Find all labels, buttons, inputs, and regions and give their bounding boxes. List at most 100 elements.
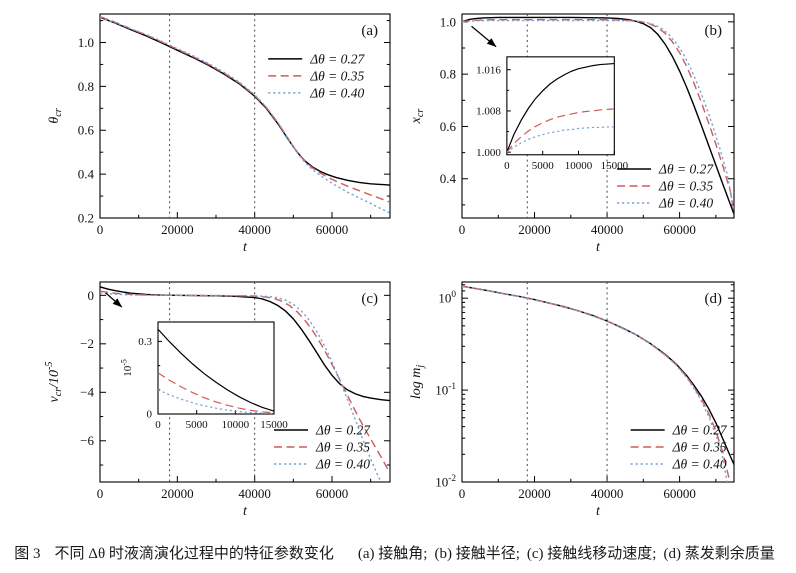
legend-label: Δθ = 0.27 <box>672 423 728 438</box>
y-tick-label: 0.8 <box>78 79 94 94</box>
inset-b: 0 5000 10000 15000 1.000 1.008 1.016 <box>476 56 629 172</box>
legend-label: Δθ = 0.40 <box>309 85 364 100</box>
caption-title: 不同 Δθ 时液滴演化过程中的特征参数变化 <box>54 546 334 562</box>
x-tick-label: 10000 <box>222 419 250 431</box>
x-axis-label: t <box>243 240 248 255</box>
y-tick-label: 0 <box>88 288 95 303</box>
y-tick-label: 1.000 <box>476 147 501 159</box>
inset-series-c-1 <box>158 372 274 414</box>
plot-frame <box>157 321 275 415</box>
y-tick-label: 10-1 <box>435 382 456 397</box>
x-tick-label: 10000 <box>565 160 593 172</box>
y-tick-label: 1.0 <box>440 14 456 29</box>
panels-grid: 0 20000 40000 60000 0.2 0.4 0.6 0.8 1.0 θcr t Δθ = … <box>44 13 735 519</box>
x-tick-label: 40000 <box>238 486 271 501</box>
axes-d: 0 20000 40000 60000 100 10-1 10-2 <box>435 281 735 501</box>
x-tick-label: 20000 <box>161 486 194 501</box>
caption-item-c: (c) 接触线移动速度; <box>526 546 657 562</box>
series-a-2 <box>100 17 390 214</box>
axes-a: 0 20000 40000 60000 0.2 0.4 0.6 0.8 1.0 <box>78 13 391 237</box>
inset-pointer-arrow <box>105 292 123 308</box>
x-tick-label: 20000 <box>161 222 194 237</box>
x-tick-label: 15000 <box>601 160 629 172</box>
x-tick-label: 60000 <box>316 486 349 501</box>
ref-lines-a <box>169 14 256 218</box>
x-tick-label: 20000 <box>518 486 551 501</box>
x-tick-label: 40000 <box>591 486 624 501</box>
legend-label: Δθ = 0.40 <box>658 196 713 211</box>
inset-series-c-2 <box>158 389 274 414</box>
x-tick-label: 15000 <box>260 419 288 431</box>
legend-label: Δθ = 0.35 <box>315 440 370 455</box>
y-axis-label: log mj <box>409 365 426 400</box>
figure-caption: 图 3 不同 Δθ 时液滴演化过程中的特征参数变化 (a) 接触角; (b) 接… <box>0 532 796 573</box>
x-tick-label: 0 <box>155 419 161 431</box>
x-axis-label: t <box>243 504 248 519</box>
y-tick-label: 0.2 <box>78 210 94 225</box>
legend-label: Δθ = 0.27 <box>658 162 714 177</box>
legend-d: Δθ = 0.27 Δθ = 0.35 Δθ = 0.40 <box>630 423 728 472</box>
plot-frame <box>99 13 391 219</box>
caption-item-d: (d) 蒸发剩余质量 <box>663 546 775 562</box>
panel-a-chart: 0 20000 40000 60000 0.2 0.4 0.6 0.8 1.0 θcr t Δθ = … <box>47 13 391 255</box>
inset-series-b-0 <box>506 62 615 153</box>
inset-y-axis-label: 10-5 <box>119 359 134 377</box>
x-tick-label: 0 <box>459 222 466 237</box>
plot-frame <box>461 13 735 219</box>
y-tick-label: 0.8 <box>440 67 456 82</box>
y-tick-label: −2 <box>80 336 94 351</box>
legend-label: Δθ = 0.40 <box>672 457 727 472</box>
series-d-2 <box>462 285 728 482</box>
plot-frame <box>99 281 391 483</box>
panel-b-chart: 0 20000 40000 60000 0.4 0.6 0.8 1.0 xcr t 0 5000 100… <box>409 13 735 255</box>
inset-pointer-arrow <box>471 25 497 48</box>
legend-b: Δθ = 0.27 Δθ = 0.35 Δθ = 0.40 <box>617 162 714 211</box>
x-tick-label: 5000 <box>186 419 209 431</box>
caption-item-b: (b) 接触半径; <box>434 546 520 562</box>
x-tick-label: 0 <box>504 160 510 172</box>
series-c-1 <box>100 290 390 474</box>
panel-corner-label: (d) <box>705 291 723 307</box>
x-tick-label: 5000 <box>532 160 555 172</box>
x-tick-label: 60000 <box>316 222 349 237</box>
y-tick-label: −6 <box>80 433 94 448</box>
y-tick-label: 1.016 <box>476 64 501 76</box>
x-axis-label: t <box>596 504 601 519</box>
series-b-0 <box>462 16 734 215</box>
inset-series-b-1 <box>506 108 615 153</box>
series-a-0 <box>100 16 390 186</box>
x-tick-label: 60000 <box>663 222 696 237</box>
axes-b: 0 20000 40000 60000 0.4 0.6 0.8 1.0 <box>440 13 735 237</box>
legend-label: Δθ = 0.27 <box>309 51 365 66</box>
axes-c: 0 20000 40000 60000 0 −2 −4 −6 <box>80 281 391 501</box>
y-tick-label: 0.6 <box>78 123 95 138</box>
ref-lines-d <box>526 282 608 482</box>
y-tick-label: −4 <box>80 385 94 400</box>
y-tick-label: 1.008 <box>476 106 501 118</box>
series-d-0 <box>462 285 734 465</box>
series-b-1 <box>462 18 734 213</box>
y-tick-label: 0.3 <box>138 336 152 348</box>
panel-c-chart: 0 20000 40000 60000 0 −2 −4 −6 vcr/10-5 t 0 5000 100… <box>44 281 391 519</box>
y-tick-label: 1.0 <box>78 35 94 50</box>
y-tick-label: 10-2 <box>435 474 456 489</box>
y-axis-label: vcr/10-5 <box>44 362 64 403</box>
panel-corner-label: (a) <box>361 23 378 39</box>
y-tick-label: 0 <box>147 409 153 421</box>
series-d-1 <box>462 285 731 482</box>
inset-series-c-0 <box>158 328 274 412</box>
legend-a: Δθ = 0.27 Δθ = 0.35 Δθ = 0.40 <box>268 51 365 100</box>
series-c-2 <box>100 292 381 482</box>
legend-label: Δθ = 0.40 <box>315 457 370 472</box>
legend-label: Δθ = 0.35 <box>672 440 727 455</box>
x-tick-label: 60000 <box>663 486 696 501</box>
series-a-1 <box>100 15 390 203</box>
y-tick-label: 0.6 <box>440 119 457 134</box>
y-axis-label: θcr <box>47 108 64 123</box>
panel-corner-label: (c) <box>361 291 378 307</box>
inset-series-b-2 <box>506 126 615 153</box>
x-tick-label: 0 <box>97 222 104 237</box>
y-tick-label: 100 <box>438 290 456 305</box>
inset-c: 0 5000 10000 15000 0 0.3 10-5 <box>119 321 288 431</box>
